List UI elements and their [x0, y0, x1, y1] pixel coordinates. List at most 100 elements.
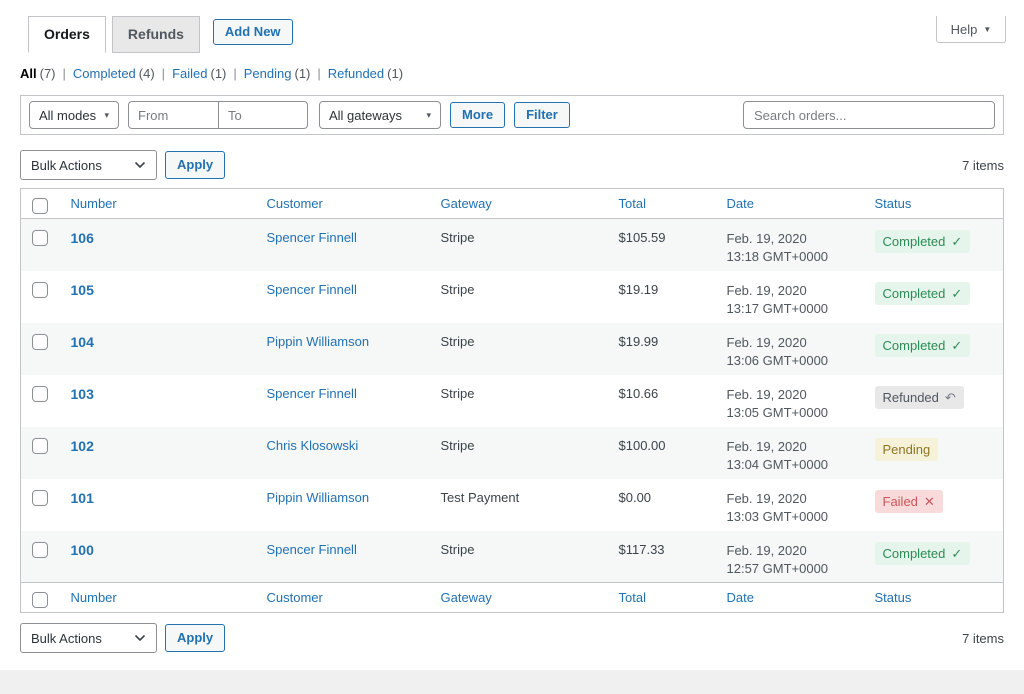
- separator: |: [62, 66, 66, 81]
- filter-completed[interactable]: Completed (4): [72, 66, 155, 81]
- apply-button-bottom[interactable]: Apply: [165, 624, 226, 652]
- customer-cell: Chris Klosowski: [257, 427, 431, 479]
- column-header-customer[interactable]: Customer: [266, 196, 323, 211]
- help-dropdown[interactable]: Help ▼: [936, 16, 1006, 43]
- search-input[interactable]: [743, 101, 995, 129]
- row-checkbox[interactable]: [32, 541, 48, 558]
- status-filter-links: All (7) | Completed (4) | Failed (1) | Pending (1)…: [20, 66, 1004, 81]
- status-badge-icon: ✓: [951, 234, 963, 249]
- date-from-input[interactable]: [129, 102, 218, 128]
- gateway-select-value: All gateways: [329, 107, 402, 123]
- customer-link[interactable]: Pippin Williamson: [266, 333, 370, 349]
- total-value: $105.59: [618, 230, 666, 245]
- column-footer-date[interactable]: Date: [726, 590, 754, 605]
- customer-link[interactable]: Spencer Finnell: [266, 541, 357, 557]
- customer-link[interactable]: Spencer Finnell: [266, 281, 357, 297]
- column-footer-status[interactable]: Status: [874, 590, 912, 605]
- total-value: $117.33: [618, 541, 665, 557]
- table-row: 102 Chris Klosowski Stripe $100.00 Feb. …: [20, 426, 1004, 479]
- order-number-link[interactable]: 105: [70, 281, 94, 298]
- order-number-cell: 106: [61, 219, 257, 271]
- column-footer-gateway[interactable]: Gateway: [440, 590, 492, 605]
- status-badge-label: Failed: [882, 493, 918, 509]
- order-number-cell: 101: [61, 479, 257, 531]
- row-checkbox[interactable]: [32, 385, 48, 402]
- apply-button-top[interactable]: Apply: [165, 151, 226, 179]
- gateway-cell: Stripe: [431, 323, 609, 375]
- bulk-actions-value: Bulk Actions: [31, 157, 102, 173]
- order-number-link[interactable]: 103: [70, 385, 94, 402]
- tablenav-top: Bulk Actions Apply 7 items: [20, 150, 1004, 180]
- orders-table: Number Customer Gateway Total Date Statu…: [20, 188, 1004, 613]
- column-header-status[interactable]: Status: [874, 196, 912, 211]
- customer-link[interactable]: Chris Klosowski: [266, 437, 359, 453]
- row-checkbox-cell: [21, 479, 61, 531]
- separator: |: [317, 66, 321, 81]
- row-checkbox[interactable]: [32, 437, 48, 454]
- order-number-link[interactable]: 101: [70, 489, 94, 506]
- separator: |: [161, 66, 166, 81]
- total-cell: $100.00: [609, 427, 717, 479]
- customer-link[interactable]: Spencer Finnell: [266, 385, 357, 401]
- chevron-down-icon: ▼: [983, 25, 992, 34]
- gateway-value: Stripe: [440, 437, 475, 453]
- add-new-button[interactable]: Add New: [212, 18, 293, 45]
- filter-refunded[interactable]: Refunded (1): [327, 66, 404, 81]
- column-footer-customer[interactable]: Customer: [266, 590, 323, 605]
- order-number-link[interactable]: 102: [70, 437, 94, 454]
- date-cell: Feb. 19, 2020 13:03 GMT+0000: [717, 479, 865, 531]
- tab-orders[interactable]: Orders: [28, 16, 106, 53]
- date-line-2: 13:17 GMT+0000: [726, 300, 829, 316]
- select-all-cell: [20, 582, 61, 613]
- filter-failed[interactable]: Failed (1): [172, 66, 227, 81]
- row-checkbox[interactable]: [32, 281, 48, 298]
- orders-table-body: 106 Spencer Finnell Stripe $105.59 Feb. …: [20, 218, 1004, 583]
- select-all-checkbox-bottom[interactable]: [32, 591, 48, 608]
- more-button[interactable]: More: [450, 102, 506, 128]
- mode-select[interactable]: All modes ▾: [29, 101, 119, 129]
- row-checkbox-cell: [21, 427, 61, 479]
- column-header-date[interactable]: Date: [726, 196, 754, 211]
- select-all-checkbox[interactable]: [32, 197, 48, 214]
- date-line-1: Feb. 19, 2020: [726, 386, 807, 402]
- gateway-cell: Stripe: [431, 219, 609, 271]
- status-cell: Completed ✓: [865, 219, 1004, 271]
- gateway-select[interactable]: All gateways ▾: [319, 101, 441, 129]
- customer-link[interactable]: Pippin Williamson: [266, 489, 370, 505]
- column-footer-total[interactable]: Total: [618, 590, 646, 605]
- column-header-gateway[interactable]: Gateway: [440, 196, 492, 211]
- filter-pending[interactable]: Pending (1): [243, 66, 311, 81]
- date-cell: Feb. 19, 2020 13:04 GMT+0000: [717, 427, 865, 479]
- status-badge: Refunded ↶: [874, 385, 964, 409]
- gateway-value: Stripe: [440, 230, 475, 245]
- date-line-2: 13:05 GMT+0000: [726, 404, 829, 420]
- status-badge: Completed ✓: [874, 541, 971, 565]
- gateway-value: Test Payment: [440, 489, 520, 505]
- table-row: 105 Spencer Finnell Stripe $19.19 Feb. 1…: [21, 271, 1004, 323]
- column-header-total[interactable]: Total: [618, 196, 646, 211]
- order-number-link[interactable]: 100: [70, 541, 94, 558]
- status-cell: Refunded ↶: [865, 375, 1004, 427]
- status-badge-label: Completed: [882, 234, 946, 249]
- date-line-2: 12:57 GMT+0000: [726, 560, 829, 576]
- date-cell: Feb. 19, 2020 13:05 GMT+0000: [717, 375, 865, 427]
- filter-button[interactable]: Filter: [514, 102, 570, 128]
- bulk-actions-select-bottom[interactable]: Bulk Actions: [20, 623, 157, 653]
- gateway-cell: Stripe: [431, 427, 609, 479]
- date-to-input[interactable]: [218, 102, 307, 128]
- mode-select-value: All modes: [39, 107, 97, 123]
- row-checkbox[interactable]: [32, 230, 48, 246]
- date-cell: Feb. 19, 2020 13:17 GMT+0000: [717, 271, 865, 323]
- tab-refunds[interactable]: Refunds: [111, 16, 200, 53]
- bulk-actions-select-top[interactable]: Bulk Actions: [20, 150, 157, 180]
- filter-all[interactable]: All (7): [20, 66, 56, 81]
- column-footer-number[interactable]: Number: [70, 590, 117, 605]
- row-checkbox-cell: [21, 271, 61, 323]
- customer-link[interactable]: Spencer Finnell: [266, 230, 357, 245]
- order-number-link[interactable]: 104: [70, 333, 94, 350]
- order-number-link[interactable]: 106: [70, 230, 94, 246]
- row-checkbox[interactable]: [32, 333, 48, 350]
- table-row: 101 Pippin Williamson Test Payment $0.00…: [21, 479, 1004, 531]
- row-checkbox[interactable]: [32, 489, 48, 506]
- column-header-number[interactable]: Number: [70, 196, 117, 211]
